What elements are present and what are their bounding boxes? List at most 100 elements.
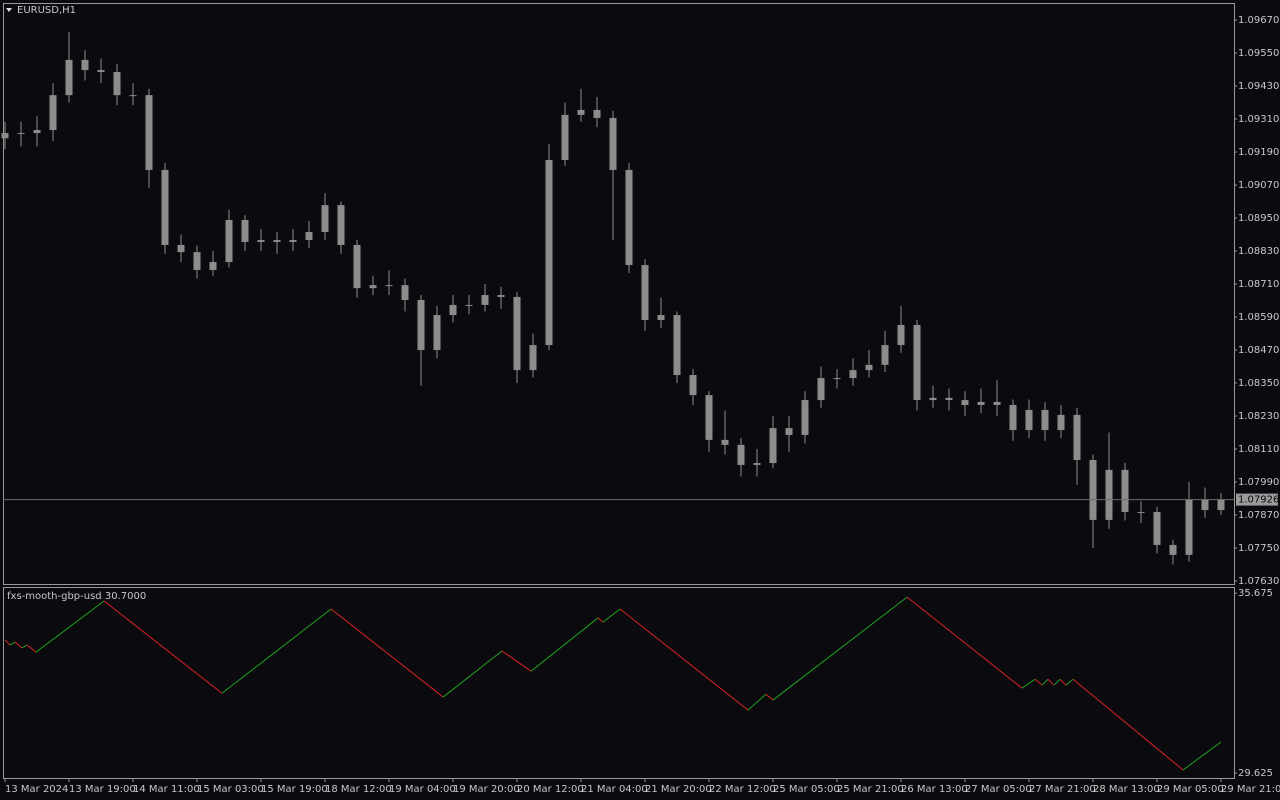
candle-body bbox=[1201, 499, 1209, 511]
y-tick-label: 1.08830 bbox=[1238, 246, 1279, 257]
candle-body bbox=[1169, 544, 1177, 555]
indicator-segment bbox=[747, 693, 767, 711]
candle-body bbox=[865, 364, 873, 371]
candle-body bbox=[657, 315, 665, 321]
candle-body bbox=[337, 205, 345, 245]
y-tick-label: 1.08110 bbox=[1238, 444, 1279, 455]
candle-body bbox=[49, 95, 57, 131]
y-tick-label: 29.625 bbox=[1238, 768, 1273, 779]
y-tick-label: 1.09670 bbox=[1238, 15, 1279, 26]
candle-body bbox=[945, 397, 953, 401]
x-tick-label: 29 Mar 21:00 bbox=[1221, 784, 1280, 795]
y-tick-label: 1.08470 bbox=[1238, 345, 1279, 356]
candle-body bbox=[1137, 511, 1145, 513]
x-tick-label: 29 Mar 05:00 bbox=[1157, 784, 1224, 795]
candle-body bbox=[545, 160, 553, 346]
indicator-segment bbox=[530, 617, 599, 672]
candle-body bbox=[65, 59, 73, 96]
x-tick-label: 14 Mar 11:00 bbox=[133, 784, 200, 795]
candle-body bbox=[513, 296, 521, 371]
candle-body bbox=[353, 244, 361, 289]
candle-body bbox=[881, 345, 889, 365]
x-tick-label: 18 Mar 12:00 bbox=[325, 784, 392, 795]
x-tick-label: 25 Mar 05:00 bbox=[773, 784, 840, 795]
candle-body bbox=[225, 219, 233, 263]
candle-body bbox=[1121, 469, 1129, 512]
y-tick-label: 1.09070 bbox=[1238, 180, 1279, 191]
candle-body bbox=[977, 401, 985, 405]
x-tick-label: 19 Mar 20:00 bbox=[453, 784, 520, 795]
x-tick-label: 21 Mar 20:00 bbox=[645, 784, 712, 795]
candle-body bbox=[737, 444, 745, 465]
candle-body bbox=[1009, 404, 1017, 431]
indicator-segment bbox=[765, 693, 774, 701]
candle-body bbox=[929, 397, 937, 401]
candle-body bbox=[417, 299, 425, 351]
candle-body bbox=[401, 285, 409, 300]
x-tick-label: 27 Mar 05:00 bbox=[965, 784, 1032, 795]
indicator-segment bbox=[4, 639, 11, 646]
candle-body bbox=[705, 395, 713, 440]
candle-body bbox=[577, 109, 585, 115]
candle-body bbox=[1217, 499, 1225, 511]
indicator-segment bbox=[772, 596, 908, 701]
indicator-segment bbox=[1041, 678, 1049, 686]
indicator-segment bbox=[501, 650, 532, 672]
x-tick-label: 25 Mar 21:00 bbox=[837, 784, 904, 795]
x-tick-label: 22 Mar 12:00 bbox=[709, 784, 776, 795]
candle-body bbox=[1073, 414, 1081, 460]
y-tick-label: 1.07990 bbox=[1238, 477, 1279, 488]
candle-body bbox=[241, 219, 249, 242]
candle-body bbox=[961, 400, 969, 405]
indicator-segment bbox=[1021, 678, 1036, 689]
y-tick-label: 1.07870 bbox=[1238, 510, 1279, 521]
candle-body bbox=[289, 240, 297, 242]
y-tick-label: 1.09190 bbox=[1238, 147, 1279, 158]
indicator-segment bbox=[597, 617, 604, 623]
y-tick-label: 1.09430 bbox=[1238, 81, 1279, 92]
candle-body bbox=[193, 252, 201, 270]
candle-body bbox=[1025, 409, 1033, 431]
candle-body bbox=[273, 240, 281, 242]
candle-body bbox=[161, 169, 169, 245]
y-tick-label: 1.08590 bbox=[1238, 312, 1279, 323]
candle-body bbox=[641, 265, 649, 321]
x-tick-label: 19 Mar 04:00 bbox=[389, 784, 456, 795]
main-pane bbox=[3, 3, 1235, 585]
indicator-segment bbox=[1182, 741, 1222, 771]
indicator-segment bbox=[1065, 678, 1074, 686]
candle-body bbox=[1, 133, 9, 139]
y-tick-label: 1.08350 bbox=[1238, 378, 1279, 389]
indicator-segment bbox=[14, 641, 23, 649]
indicator-pane bbox=[3, 587, 1235, 779]
candle-body bbox=[481, 295, 489, 305]
x-tick-label: 28 Mar 13:00 bbox=[1093, 784, 1160, 795]
x-tick-label: 26 Mar 13:00 bbox=[901, 784, 968, 795]
candle-body bbox=[385, 285, 393, 287]
x-tick-label: 13 Mar 19:00 bbox=[69, 784, 136, 795]
candle-body bbox=[849, 370, 857, 379]
indicator-segment bbox=[1072, 678, 1184, 771]
x-tick-label: 21 Mar 04:00 bbox=[581, 784, 648, 795]
candle-body bbox=[817, 378, 825, 401]
candle-body bbox=[913, 324, 921, 401]
candle-body bbox=[769, 428, 777, 464]
candle-body bbox=[209, 262, 217, 270]
candle-body bbox=[801, 400, 809, 435]
candle-body bbox=[993, 401, 1001, 405]
candle-body bbox=[497, 295, 505, 297]
candle-body bbox=[593, 109, 601, 118]
candle-body bbox=[369, 285, 377, 289]
y-tick-label: 1.07750 bbox=[1238, 543, 1279, 554]
candle-body bbox=[305, 232, 313, 241]
candle-body bbox=[673, 315, 681, 376]
candle-body bbox=[145, 95, 153, 170]
symbol-menu-arrow[interactable] bbox=[6, 8, 12, 12]
candle-body bbox=[1089, 459, 1097, 520]
candle-body bbox=[1041, 409, 1049, 431]
candle-body bbox=[113, 72, 121, 96]
candle-body bbox=[433, 315, 441, 351]
indicator-segment bbox=[26, 644, 37, 653]
